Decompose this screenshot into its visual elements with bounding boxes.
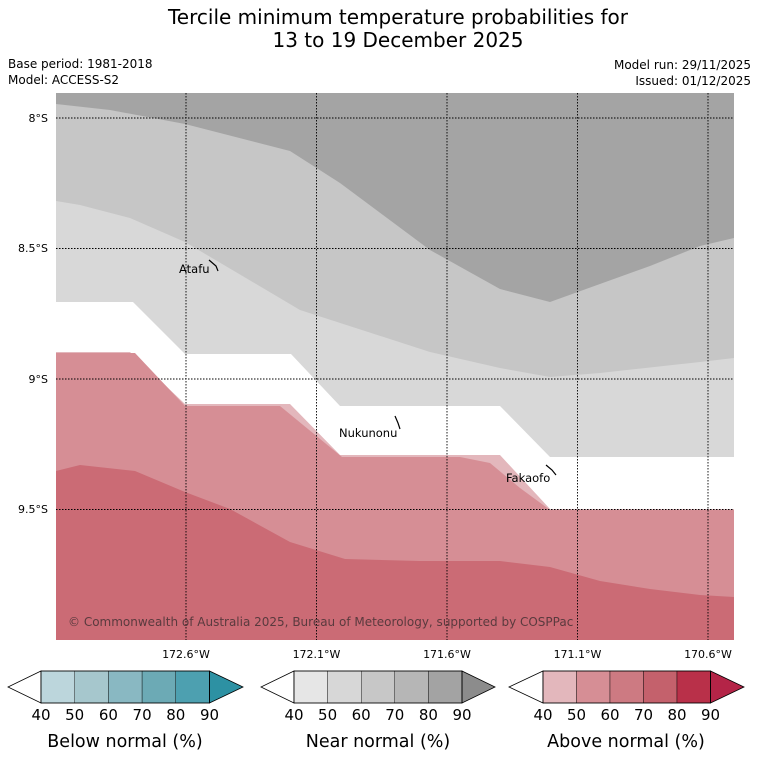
chart-title-line2: 13 to 19 December 2025: [272, 28, 524, 52]
legend-near-normal: 40 50 60 70 80 90 Near normal (%): [260, 670, 496, 752]
legend-below-normal: 40 50 60 70 80 90 Below normal (%): [7, 670, 244, 752]
near-color-70-80: [394, 670, 429, 704]
below-overflow-triangle: [209, 670, 244, 704]
below-tick-70: 70: [133, 706, 152, 724]
base-period-label: Base period: 1981-2018: [8, 57, 153, 71]
lon-label-172.6w: 172.6°W: [162, 648, 210, 661]
above-color-60-70: [609, 670, 644, 704]
model-label: Model: ACCESS-S2: [8, 73, 120, 87]
near-tick-50: 50: [318, 706, 337, 724]
below-tick-60: 60: [99, 706, 118, 724]
below-tick-80: 80: [166, 706, 185, 724]
copyright-notice: © Commonwealth of Australia 2025, Bureau…: [68, 615, 573, 629]
above-tick-80: 80: [667, 706, 686, 724]
above-tick-70: 70: [634, 706, 653, 724]
above-color-80-90: [676, 670, 711, 704]
below-color-70-80: [141, 670, 177, 704]
lon-label-172.1w: 172.1°W: [293, 648, 341, 661]
below-colorbar-outline: [40, 670, 210, 704]
below-tick-40: 40: [31, 706, 50, 724]
above-overflow-triangle: [710, 670, 745, 704]
graticule: [56, 93, 734, 640]
chart-title-line1: Tercile minimum temperature probabilitie…: [167, 5, 629, 29]
above-tick-40: 40: [533, 706, 552, 724]
place-label-nukunonu: Nukunonu: [339, 426, 397, 440]
above-tick-50: 50: [567, 706, 586, 724]
near-tick-60: 60: [352, 706, 371, 724]
near-color-80-90: [428, 670, 463, 704]
below-color-40-50: [40, 670, 75, 704]
probability-map: Atafu Nukunonu Fakaofo © Commonwealth of…: [56, 93, 734, 640]
near-colorbar-outline: [293, 670, 463, 704]
near-overflow-triangle: [461, 670, 496, 704]
below-tick-90: 90: [200, 706, 219, 724]
near-color-40-50: [293, 670, 328, 704]
place-label-atafu: Atafu: [179, 262, 210, 276]
below-underflow-triangle: [7, 670, 42, 704]
longitude-labels: 172.6°W 172.1°W 171.6°W 171.1°W 170.6°W: [162, 648, 732, 661]
near-tick-80: 80: [419, 706, 438, 724]
below-color-50-60: [74, 670, 109, 704]
lon-label-170.6w: 170.6°W: [684, 648, 732, 661]
near-color-60-70: [361, 670, 396, 704]
near-normal-60-70-region: [56, 93, 734, 302]
issued-label: Issued: 01/12/2025: [635, 74, 751, 88]
near-normal-label: Near normal (%): [306, 732, 451, 752]
model-run-label: Model run: 29/11/2025: [613, 58, 751, 72]
below-tick-50: 50: [65, 706, 84, 724]
below-color-80-90: [175, 670, 210, 704]
legend-above-normal: 40 50 60 70 80 90 Above normal (%): [508, 670, 745, 752]
atafu-atoll: [208, 259, 219, 272]
below-color-60-70: [108, 670, 143, 704]
above-tick-60: 60: [600, 706, 619, 724]
near-tick-90: 90: [452, 706, 471, 724]
near-tick-40: 40: [284, 706, 303, 724]
above-normal-label: Above normal (%): [547, 732, 705, 752]
near-underflow-triangle: [260, 670, 295, 704]
lat-label-9.5s: 9.5°S: [18, 503, 48, 516]
place-label-fakaofo: Fakaofo: [506, 471, 550, 485]
above-color-50-60: [576, 670, 611, 704]
above-tick-90: 90: [701, 706, 720, 724]
near-color-50-60: [327, 670, 362, 704]
above-underflow-triangle: [508, 670, 544, 704]
above-color-70-80: [643, 670, 678, 704]
above-normal-60-70-region: [56, 465, 734, 640]
lon-label-171.6w: 171.6°W: [423, 648, 471, 661]
lat-label-9s: 9°S: [29, 373, 48, 386]
lat-label-8s: 8°S: [29, 112, 48, 125]
lat-label-8.5s: 8.5°S: [18, 242, 48, 255]
latitude-labels: 8°S 8.5°S 9°S 9.5°S: [18, 112, 48, 516]
above-color-40-50: [542, 670, 577, 704]
near-tick-70: 70: [385, 706, 404, 724]
nukunonu-atoll: [394, 415, 401, 430]
above-colorbar-outline: [542, 670, 711, 704]
lon-label-171.1w: 171.1°W: [554, 648, 602, 661]
fakaofo-atoll: [545, 464, 557, 476]
below-normal-label: Below normal (%): [47, 732, 202, 752]
